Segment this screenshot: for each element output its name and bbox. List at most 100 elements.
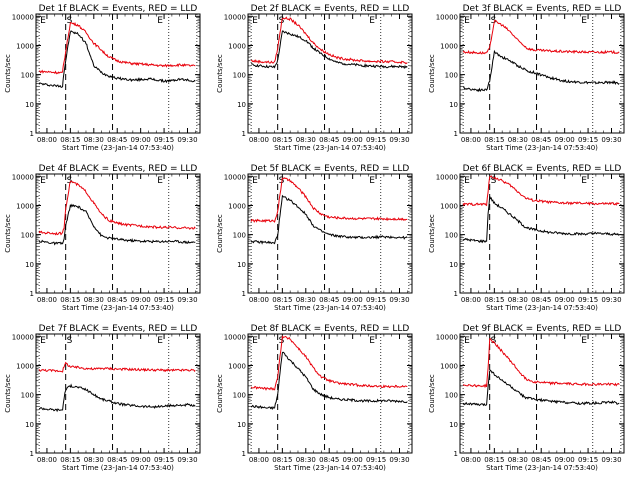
plot-frame bbox=[247, 333, 413, 454]
x-tick-label: 08:15 bbox=[60, 136, 80, 144]
y-tick-label: 10 bbox=[449, 421, 458, 429]
lld-series-line bbox=[250, 334, 408, 391]
x-tick-label: 08:00 bbox=[461, 456, 481, 464]
y-tick-label: 10000 bbox=[436, 173, 458, 181]
y-tick-label: 1000 bbox=[16, 202, 34, 210]
x-axis-label: Start Time (23-Jan-14 07:53:40) bbox=[486, 304, 598, 312]
x-tick-label: 09:00 bbox=[555, 456, 575, 464]
y-tick-label: 10000 bbox=[12, 13, 34, 21]
plot-frame bbox=[35, 333, 201, 454]
y-axis-label: Counts/sec bbox=[216, 214, 224, 253]
x-tick-label: 09:00 bbox=[131, 296, 151, 304]
x-tick-label: 09:30 bbox=[177, 136, 197, 144]
panel-title: Det 5f BLACK = Events, RED = LLD bbox=[251, 164, 410, 174]
interval-label: S bbox=[491, 16, 497, 26]
x-tick-label: 08:30 bbox=[296, 296, 316, 304]
y-tick-label: 10 bbox=[25, 261, 34, 269]
x-tick-label: 08:30 bbox=[84, 136, 104, 144]
plot-frame bbox=[459, 13, 625, 134]
x-tick-label: 08:00 bbox=[461, 296, 481, 304]
interval-label: E bbox=[252, 16, 258, 26]
panel-title: Det 6f BLACK = Events, RED = LLD bbox=[463, 164, 622, 174]
x-tick-label: 08:30 bbox=[508, 296, 528, 304]
panel-title: Det 4f BLACK = Events, RED = LLD bbox=[39, 164, 198, 174]
interval-label: E bbox=[40, 16, 46, 26]
x-tick-label: 08:15 bbox=[272, 136, 292, 144]
x-tick-label: 08:00 bbox=[249, 296, 269, 304]
x-tick-label: 08:45 bbox=[319, 296, 339, 304]
events-series-line bbox=[250, 30, 408, 70]
x-tick-label: 08:00 bbox=[37, 136, 57, 144]
y-tick-label: 1 bbox=[242, 290, 246, 298]
interval-label: E bbox=[252, 176, 258, 186]
y-tick-label: 10 bbox=[237, 101, 246, 109]
y-tick-label: 1000 bbox=[228, 202, 246, 210]
x-tick-label: 08:30 bbox=[508, 136, 528, 144]
y-tick-label: 1000 bbox=[440, 202, 458, 210]
y-tick-label: 100 bbox=[445, 72, 458, 80]
interval-label: E bbox=[369, 16, 375, 26]
plot-frame bbox=[35, 13, 201, 134]
plot-frame bbox=[459, 333, 625, 454]
x-tick-label: 08:45 bbox=[319, 136, 339, 144]
y-tick-label: 100 bbox=[233, 392, 246, 400]
x-tick-label: 09:15 bbox=[578, 136, 598, 144]
x-tick-label: 09:30 bbox=[177, 296, 197, 304]
events-series-line bbox=[462, 196, 620, 244]
interval-label: E bbox=[464, 16, 470, 26]
y-tick-label: 100 bbox=[21, 392, 34, 400]
y-tick-label: 10000 bbox=[224, 13, 246, 21]
events-series-line bbox=[250, 351, 408, 411]
events-series-line bbox=[462, 369, 620, 407]
panel-title: Det 1f BLACK = Events, RED = LLD bbox=[39, 4, 198, 14]
y-tick-label: 10 bbox=[237, 261, 246, 269]
x-tick-label: 09:00 bbox=[555, 136, 575, 144]
panel-title: Det 2f BLACK = Events, RED = LLD bbox=[251, 4, 410, 14]
x-axis-label: Start Time (23-Jan-14 07:53:40) bbox=[274, 304, 386, 312]
x-axis-label: Start Time (23-Jan-14 07:53:40) bbox=[62, 304, 174, 312]
x-tick-label: 08:15 bbox=[272, 296, 292, 304]
y-tick-label: 10000 bbox=[12, 173, 34, 181]
events-series-line bbox=[38, 203, 196, 246]
y-tick-label: 1000 bbox=[440, 42, 458, 50]
y-tick-label: 1000 bbox=[440, 362, 458, 370]
interval-label: E bbox=[40, 176, 46, 186]
interval-label: E bbox=[581, 176, 587, 186]
x-tick-label: 09:15 bbox=[578, 456, 598, 464]
y-tick-label: 10000 bbox=[12, 333, 34, 341]
interval-label: S bbox=[491, 176, 497, 186]
x-tick-label: 08:00 bbox=[249, 456, 269, 464]
interval-label: E bbox=[581, 336, 587, 346]
interval-label: E bbox=[252, 336, 258, 346]
x-tick-label: 08:00 bbox=[37, 456, 57, 464]
y-axis-label: Counts/sec bbox=[216, 374, 224, 413]
events-series-line bbox=[38, 30, 196, 88]
x-tick-label: 08:15 bbox=[60, 296, 80, 304]
x-tick-label: 09:00 bbox=[343, 456, 363, 464]
x-tick-label: 09:15 bbox=[154, 296, 174, 304]
y-axis-label: Counts/sec bbox=[428, 54, 436, 93]
events-series-line bbox=[39, 383, 196, 413]
x-tick-label: 09:00 bbox=[555, 296, 575, 304]
interval-label: E bbox=[40, 336, 46, 346]
lld-series-line bbox=[39, 21, 196, 75]
x-tick-label: 08:45 bbox=[107, 456, 127, 464]
plot-frame bbox=[459, 173, 625, 294]
y-tick-label: 1000 bbox=[16, 42, 34, 50]
y-axis-label: Counts/sec bbox=[4, 54, 12, 93]
y-tick-label: 10 bbox=[25, 421, 34, 429]
x-tick-label: 08:15 bbox=[484, 136, 504, 144]
y-tick-label: 1 bbox=[242, 130, 246, 138]
events-series-line bbox=[462, 49, 620, 93]
x-tick-label: 08:15 bbox=[484, 296, 504, 304]
y-tick-label: 1000 bbox=[228, 42, 246, 50]
x-tick-label: 09:15 bbox=[366, 456, 386, 464]
x-tick-label: 08:30 bbox=[296, 136, 316, 144]
x-tick-label: 08:30 bbox=[84, 456, 104, 464]
x-tick-label: 08:00 bbox=[461, 136, 481, 144]
x-tick-label: 09:15 bbox=[366, 136, 386, 144]
events-series-line bbox=[250, 194, 408, 245]
x-tick-label: 08:30 bbox=[296, 456, 316, 464]
x-tick-label: 09:15 bbox=[366, 296, 386, 304]
